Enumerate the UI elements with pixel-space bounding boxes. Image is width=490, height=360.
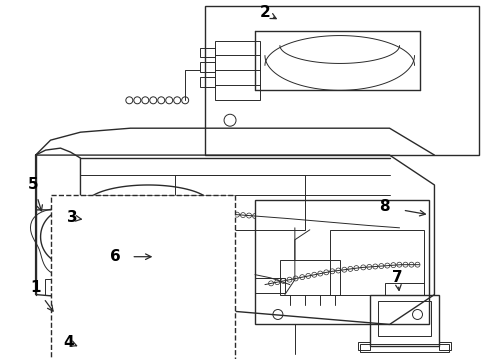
Text: 5: 5 (28, 177, 39, 193)
Bar (360, 345, 449, 352)
Text: 2: 2 (260, 5, 270, 20)
Bar (255, 278, 285, 293)
Text: 7: 7 (392, 270, 403, 285)
Bar (369, 294, 440, 346)
Bar (105, 240, 190, 285)
Bar (200, 62, 215, 72)
Bar (378, 301, 432, 336)
Text: 6: 6 (110, 249, 121, 264)
Bar (50, 195, 235, 360)
Bar (280, 260, 340, 294)
Bar (56, 279, 69, 294)
Bar (255, 200, 429, 324)
Bar (215, 41, 260, 100)
Bar (205, 6, 479, 155)
Text: 1: 1 (30, 280, 41, 295)
Text: 3: 3 (67, 210, 78, 225)
Bar (177, 253, 189, 263)
Bar (385, 283, 424, 294)
Bar (358, 342, 369, 350)
Bar (80, 339, 110, 359)
Text: 4: 4 (63, 335, 74, 350)
Text: 8: 8 (379, 199, 390, 215)
Bar (45, 279, 56, 294)
Bar (330, 230, 424, 294)
Bar (69, 279, 80, 294)
Bar (80, 279, 93, 294)
Bar (175, 175, 305, 230)
Bar (200, 77, 215, 87)
Bar (440, 342, 451, 350)
Bar (200, 48, 215, 58)
Bar (145, 339, 195, 359)
Bar (180, 200, 205, 215)
Bar (155, 252, 173, 264)
